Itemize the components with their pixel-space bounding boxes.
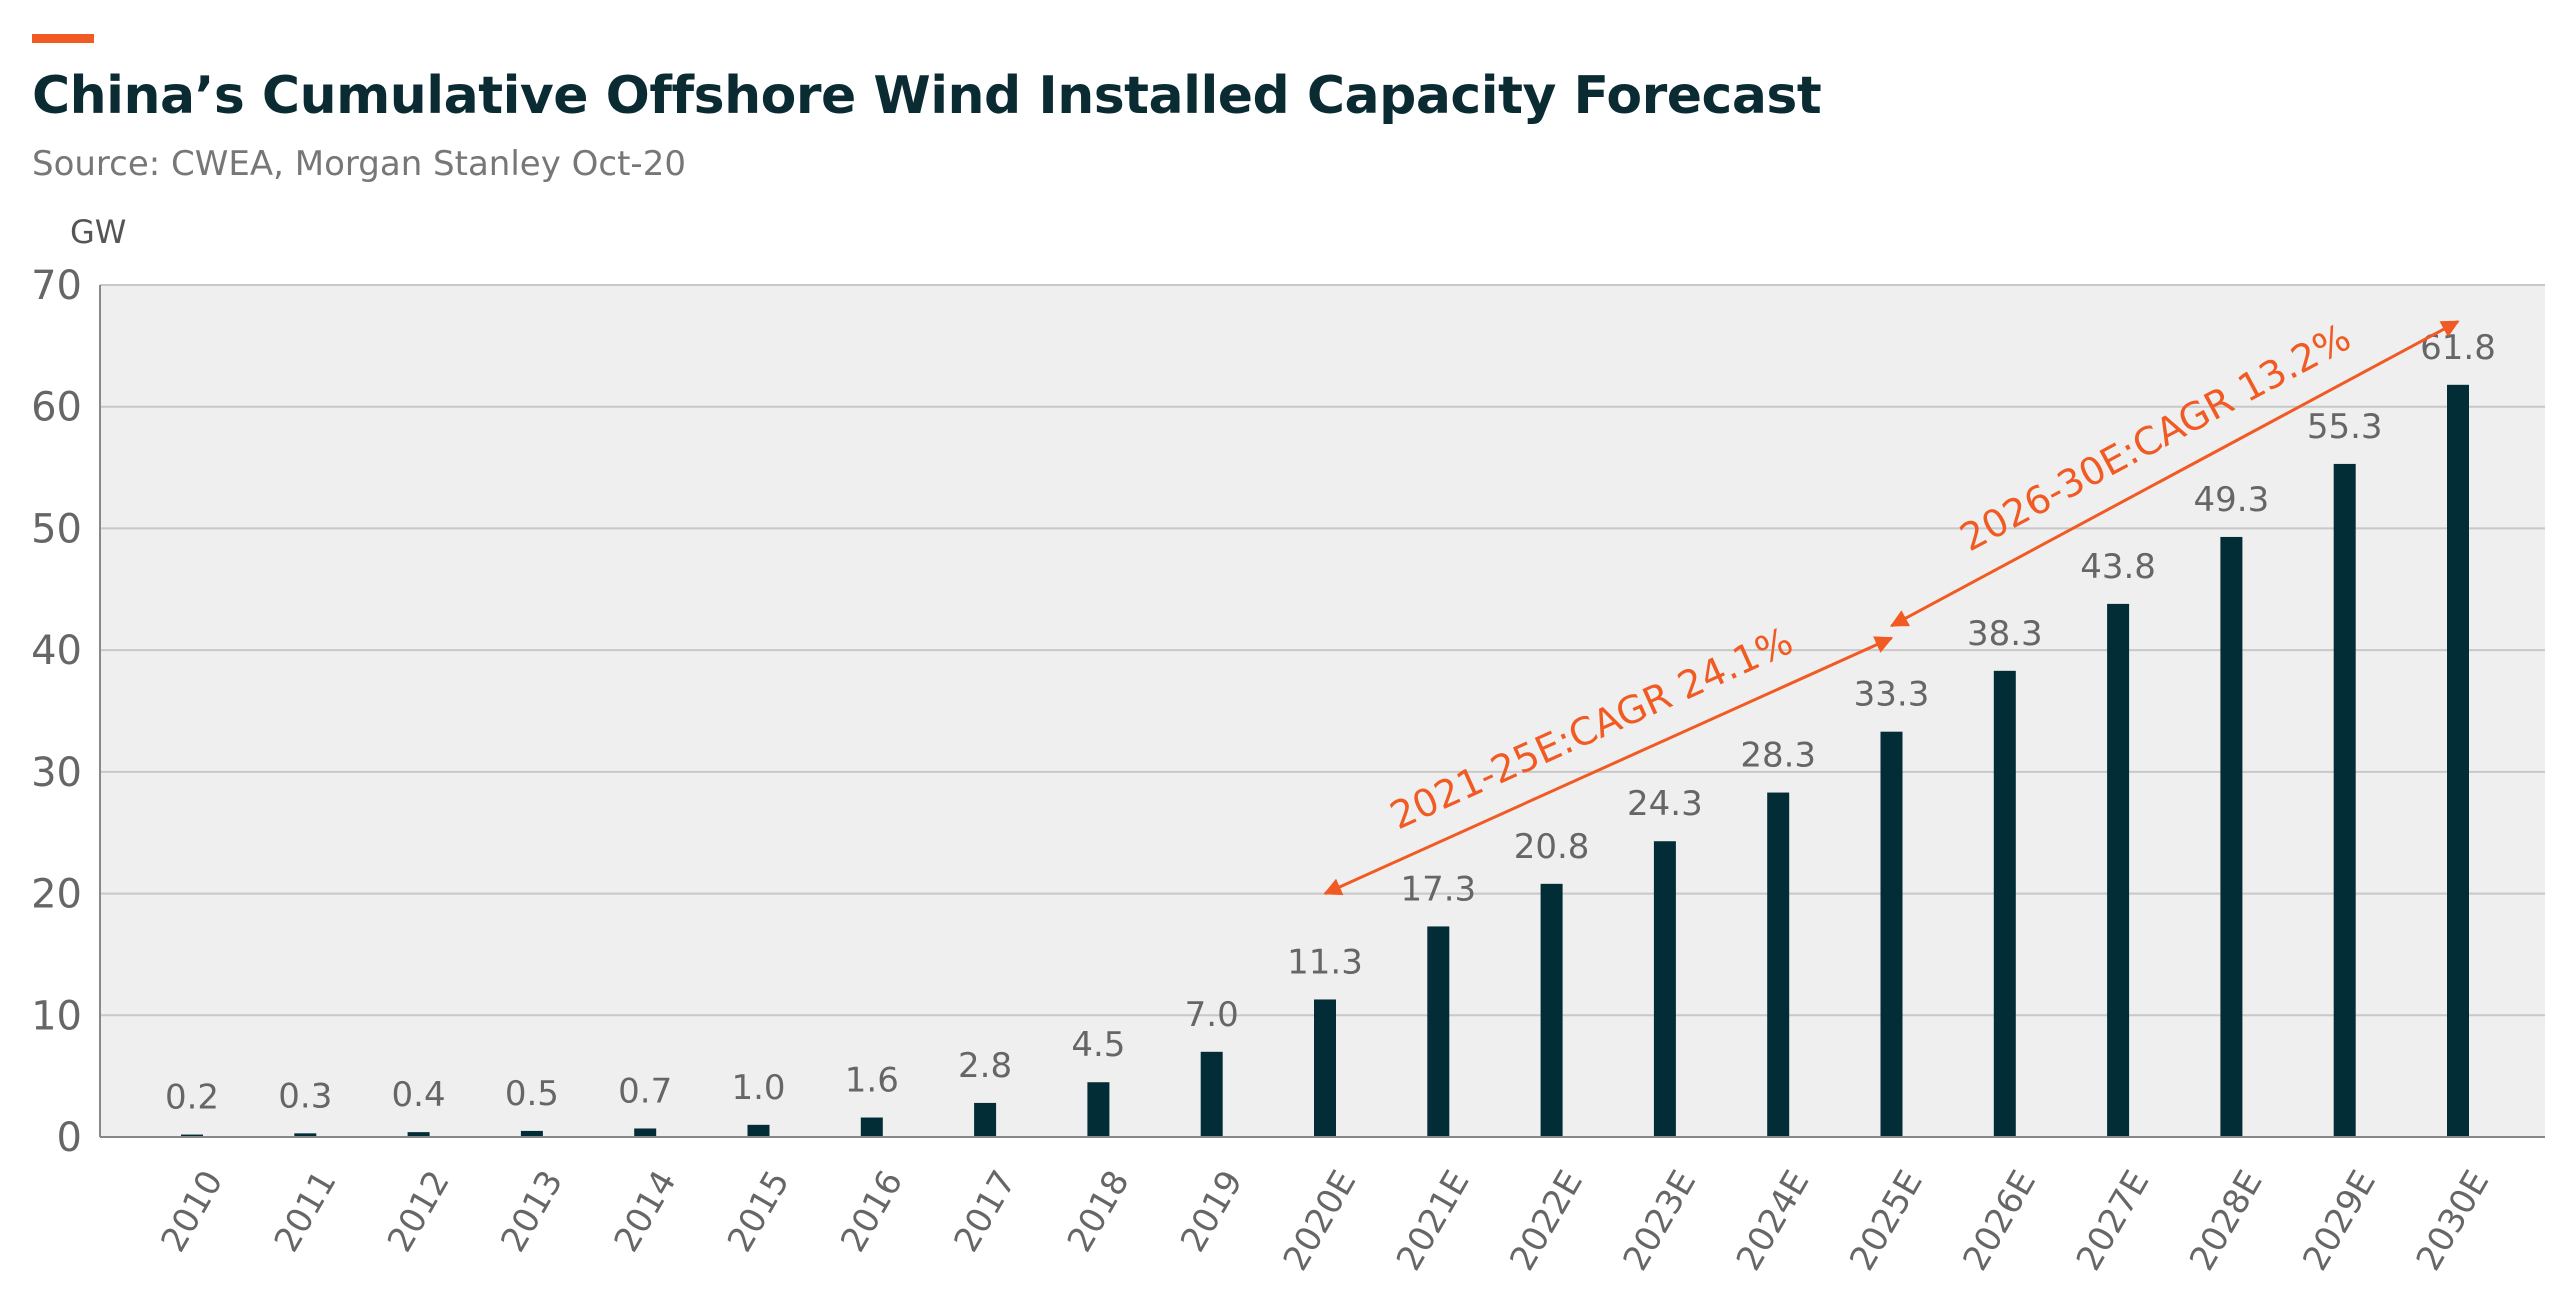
data-label: 0.5 bbox=[505, 1074, 559, 1114]
y-tick-label: 20 bbox=[31, 872, 82, 918]
x-tick-label: 2022E bbox=[1502, 1164, 1591, 1278]
bar bbox=[860, 1117, 883, 1137]
y-tick-label: 10 bbox=[31, 993, 82, 1039]
bar bbox=[1540, 883, 1563, 1137]
x-axis-ticks: 2010 2011 2012 2013 2014 2015 2016 2017 2018 2019… bbox=[153, 1164, 2497, 1278]
data-label: 61.8 bbox=[2420, 328, 2496, 368]
data-label: 33.3 bbox=[1854, 675, 1930, 715]
cagr-arrow bbox=[1323, 636, 1894, 896]
x-tick-label: 2029E bbox=[2295, 1164, 2384, 1278]
data-label: 43.8 bbox=[2080, 547, 2156, 587]
data-label: 55.3 bbox=[2307, 407, 2383, 447]
y-tick-label: 70 bbox=[31, 263, 82, 309]
x-tick-label: 2011 bbox=[267, 1164, 345, 1259]
bar bbox=[2220, 536, 2243, 1137]
bar bbox=[1087, 1082, 1110, 1137]
x-tick-label: 2020E bbox=[1276, 1164, 1365, 1278]
bar bbox=[294, 1133, 317, 1137]
y-tick-label: 60 bbox=[31, 385, 82, 431]
x-tick-label: 2021E bbox=[1389, 1164, 1478, 1278]
chart-subtitle: Source: CWEA, Morgan Stanley Oct-20 bbox=[32, 144, 686, 184]
bar bbox=[520, 1130, 543, 1137]
bar bbox=[181, 1134, 203, 1137]
accent-bar bbox=[32, 34, 94, 43]
data-label: 0.2 bbox=[165, 1078, 219, 1118]
data-label: 1.6 bbox=[845, 1061, 899, 1101]
data-label: 0.7 bbox=[618, 1071, 672, 1111]
x-tick-label: 2017 bbox=[946, 1164, 1024, 1259]
data-label: 20.8 bbox=[1514, 827, 1590, 867]
data-label: 0.4 bbox=[392, 1075, 446, 1115]
bar bbox=[747, 1124, 770, 1137]
data-label: 11.3 bbox=[1287, 942, 1363, 982]
bar bbox=[1200, 1051, 1223, 1137]
data-label: 7.0 bbox=[1185, 995, 1239, 1035]
data-label: 38.3 bbox=[1967, 614, 2043, 654]
data-label: 1.0 bbox=[731, 1068, 785, 1108]
bar bbox=[1880, 731, 1903, 1137]
x-tick-label: 2014 bbox=[607, 1164, 685, 1259]
x-tick-label: 2030E bbox=[2409, 1164, 2498, 1278]
y-tick-label: 30 bbox=[31, 750, 82, 796]
bar bbox=[1767, 792, 1790, 1137]
x-tick-label: 2012 bbox=[380, 1164, 458, 1259]
y-axis-unit: GW bbox=[70, 213, 126, 251]
x-tick-label: 2013 bbox=[493, 1164, 571, 1259]
x-tick-label: 2028E bbox=[2182, 1164, 2271, 1278]
data-label: 0.3 bbox=[278, 1076, 332, 1116]
y-tick-label: 0 bbox=[57, 1115, 82, 1161]
data-label: 28.3 bbox=[1740, 736, 1816, 776]
x-tick-label: 2019 bbox=[1173, 1164, 1251, 1259]
bar bbox=[1653, 841, 1676, 1137]
x-tick-label: 2010 bbox=[153, 1164, 231, 1259]
y-tick-label: 50 bbox=[31, 506, 82, 552]
bar bbox=[634, 1128, 657, 1137]
data-label: 2.8 bbox=[958, 1046, 1012, 1086]
bar bbox=[1427, 926, 1450, 1137]
chart-title: China’s Cumulative Offshore Wind Install… bbox=[32, 66, 1822, 126]
x-tick-label: 2024E bbox=[1729, 1164, 1818, 1278]
x-tick-label: 2018 bbox=[1060, 1164, 1138, 1259]
x-tick-label: 2025E bbox=[1842, 1164, 1931, 1278]
x-tick-label: 2023E bbox=[1616, 1164, 1705, 1278]
x-tick-label: 2016 bbox=[833, 1164, 911, 1259]
x-tick-label: 2015 bbox=[720, 1164, 798, 1259]
bar bbox=[974, 1102, 997, 1137]
data-label: 49.3 bbox=[2194, 480, 2270, 520]
bar bbox=[1993, 670, 2016, 1137]
bar bbox=[2447, 384, 2469, 1137]
x-tick-label: 2026E bbox=[1955, 1164, 2044, 1278]
bar bbox=[2107, 603, 2130, 1137]
y-tick-label: 40 bbox=[31, 628, 82, 674]
bar bbox=[2333, 463, 2356, 1137]
bar bbox=[1314, 999, 1336, 1137]
data-label: 4.5 bbox=[1071, 1025, 1125, 1065]
data-label: 17.3 bbox=[1400, 869, 1476, 909]
y-axis-ticks: 0 10 20 30 40 50 60 70 bbox=[31, 263, 82, 1161]
data-label: 24.3 bbox=[1627, 784, 1703, 824]
cagr-arrow bbox=[1889, 320, 2460, 628]
x-tick-label: 2027E bbox=[2069, 1164, 2158, 1278]
bar bbox=[407, 1132, 430, 1137]
